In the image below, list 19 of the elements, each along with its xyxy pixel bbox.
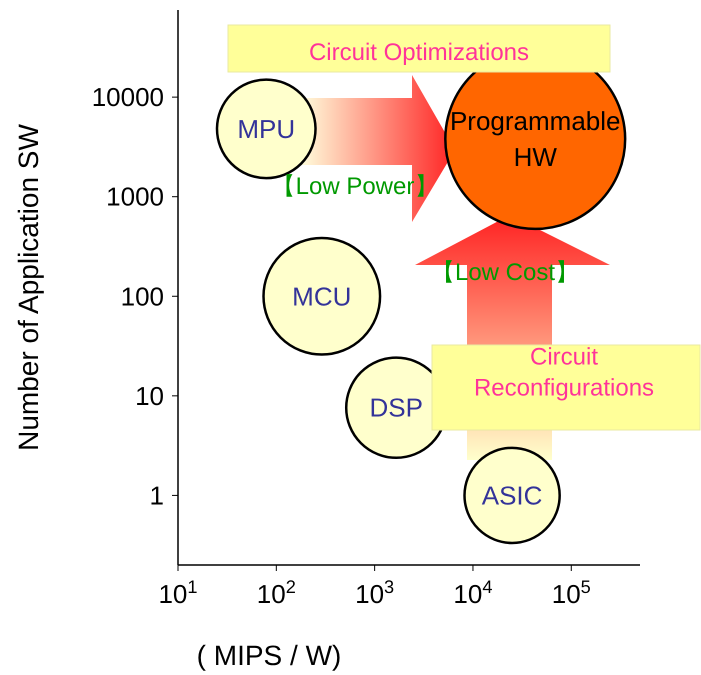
series-label: Programmable HW [450,106,620,172]
x-axis-title: ( MIPS / W) [196,640,342,671]
y-tick-label: 10 [135,380,164,411]
series-label: MCU [292,281,352,312]
x-tick-label: 10$^{3}$ [355,577,394,609]
y-tick-label: 100 [120,281,164,312]
y-tick-label: 10000 [92,82,164,112]
series-label: ASIC [482,480,542,510]
x-tick-label: 10$^{1}$ [158,577,198,609]
x-tick-label: 10$^{2}$ [256,577,296,609]
x-tick-label: 10$^{4}$ [453,577,492,609]
y-axis-title: Number of Application SW [12,124,44,451]
series-label: DSP [370,392,424,423]
annotation: Circuit Reconfigurations [474,344,654,402]
y-tick-label: 1000 [106,182,164,212]
annotation: Circuit Optimizations [308,39,530,66]
series-label: MPU [237,114,296,144]
x-tick-label: 10$^{5}$ [552,577,591,609]
y-tick-label: 1 [150,480,164,510]
